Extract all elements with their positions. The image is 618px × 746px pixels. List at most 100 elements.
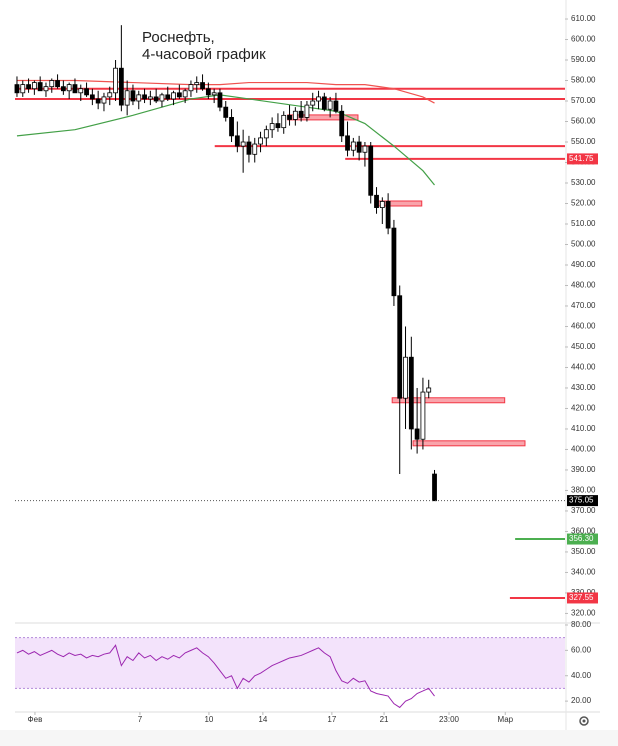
candle-body [414, 428, 420, 440]
candle-body [217, 92, 223, 108]
price-label: 541.75 [569, 154, 594, 163]
candle-body [211, 92, 217, 96]
candle-body [246, 141, 252, 155]
candle-body [362, 145, 368, 153]
candle-body [182, 90, 188, 98]
y-tick-label: 490.00 [571, 260, 596, 269]
y-tick-label: 340.00 [571, 568, 596, 577]
y-tick-label: 390.00 [571, 465, 596, 474]
y-tick-label: 500.00 [571, 240, 596, 249]
candle-body [321, 96, 327, 110]
candle-body [252, 143, 258, 155]
y-tick-label: 480.00 [571, 281, 596, 290]
chart-title: Роснефть, [142, 29, 215, 46]
candle-body [269, 123, 275, 131]
candle-body [374, 194, 379, 208]
y-tick-label: 430.00 [571, 383, 596, 392]
candle-body [107, 92, 113, 98]
chart-title: 4-часовой график [142, 46, 266, 63]
y-tick-label: 350.00 [571, 547, 596, 556]
candle-body [403, 356, 408, 399]
y-tick-label: 590.00 [571, 55, 596, 64]
level-zone [412, 440, 526, 447]
candle-body [281, 114, 287, 129]
candle-body [229, 117, 234, 137]
y-tick-label: 60.00 [571, 645, 592, 654]
candle-body [147, 96, 153, 100]
settings-icon[interactable] [579, 716, 589, 726]
x-tick-label: 21 [380, 715, 389, 724]
rsi-band [15, 637, 565, 689]
price-label-box [567, 533, 598, 545]
candle-body [234, 135, 240, 147]
y-tick-label: 570.00 [571, 96, 596, 105]
y-tick-label: 420.00 [571, 404, 596, 413]
candle-body [275, 123, 281, 129]
price-label-box [567, 153, 598, 165]
candle-body [426, 387, 432, 393]
candle-body [176, 92, 182, 98]
moving-average [16, 94, 435, 186]
candle-body [31, 82, 37, 90]
x-tick-label: Фев [28, 715, 43, 724]
candle-body [136, 94, 142, 102]
candle-body [310, 100, 316, 106]
y-tick-label: 410.00 [571, 424, 596, 433]
candle-body [20, 84, 26, 94]
candle-body [200, 82, 205, 90]
candle-body [188, 84, 194, 92]
candle-body [159, 94, 165, 102]
candle-body [37, 82, 43, 92]
candle-body [408, 356, 414, 430]
candle-body [345, 135, 350, 151]
y-tick-label: 580.00 [571, 76, 596, 85]
y-tick-label: 370.00 [571, 506, 596, 515]
price-label-box [567, 592, 598, 604]
candle-body [432, 473, 437, 502]
y-tick-label: 610.00 [571, 14, 596, 23]
candle-body [287, 114, 292, 120]
y-tick-label: 600.00 [571, 35, 596, 44]
y-tick-label: 530.00 [571, 178, 596, 187]
y-tick-label: 380.00 [571, 486, 596, 495]
candle-body [316, 96, 321, 102]
x-tick-label: 7 [138, 715, 143, 724]
candle-body [118, 67, 124, 106]
candle-body [130, 90, 136, 102]
candle-body [26, 84, 31, 90]
x-tick-label: 23:00 [439, 715, 460, 724]
candle-body [223, 106, 229, 118]
y-tick-label: 20.00 [571, 696, 592, 705]
x-tick-label: 14 [258, 715, 267, 724]
candle-body [397, 295, 403, 399]
y-tick-label: 80.00 [571, 620, 592, 629]
candle-body [263, 129, 269, 139]
candle-body [194, 82, 200, 86]
candle-body [49, 80, 55, 88]
y-tick-label: 40.00 [571, 671, 592, 680]
price-label-box [567, 495, 598, 507]
candle-body [101, 96, 107, 104]
candle-body [55, 80, 60, 88]
candle-body [60, 86, 66, 92]
x-tick-label: Мар [497, 715, 513, 724]
candle-body [113, 67, 118, 94]
candle-body [333, 100, 339, 112]
y-tick-label: 400.00 [571, 445, 596, 454]
y-tick-label: 450.00 [571, 342, 596, 351]
y-tick-label: 510.00 [571, 219, 596, 228]
y-tick-label: 360.00 [571, 527, 596, 536]
y-tick-label: 440.00 [571, 363, 596, 372]
candle-body [89, 94, 95, 100]
y-tick-label: 460.00 [571, 322, 596, 331]
rsi-line [16, 644, 435, 709]
y-tick-label: 320.00 [571, 609, 596, 618]
candle-body [142, 94, 147, 100]
price-label: 375.05 [569, 496, 594, 505]
y-tick-label: 470.00 [571, 301, 596, 310]
candle-body [385, 201, 391, 229]
price-label: 356.30 [569, 534, 594, 543]
candle-body [298, 110, 304, 118]
candle-body [95, 98, 101, 104]
